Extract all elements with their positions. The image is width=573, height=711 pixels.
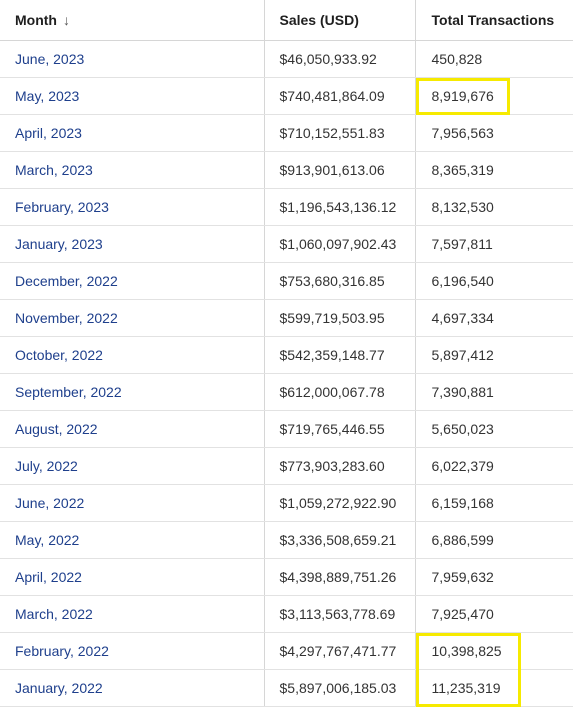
transactions-cell: 8,919,676 — [414, 77, 573, 115]
sales-cell: $1,059,272,922.90 — [263, 484, 415, 522]
table-row: February, 2023 $1,196,543,136.12 8,132,530 — [0, 188, 573, 226]
transactions-cell: 6,196,540 — [414, 262, 573, 300]
table-row: April, 2022 $4,398,889,751.26 7,959,632 — [0, 558, 573, 596]
transactions-cell: 6,886,599 — [414, 521, 573, 559]
month-cell: May, 2022 — [0, 521, 264, 559]
table-row: January, 2022 $5,897,006,185.03 11,235,319 — [0, 669, 573, 707]
sales-cell: $4,398,889,751.26 — [263, 558, 415, 596]
column-header-month-label: Month — [15, 12, 57, 28]
transactions-cell: 5,650,023 — [414, 410, 573, 448]
transactions-cell: 7,390,881 — [414, 373, 573, 411]
transactions-cell: 7,956,563 — [414, 114, 573, 152]
table-row: August, 2022 $719,765,446.55 5,650,023 — [0, 410, 573, 448]
sales-cell: $1,060,097,902.43 — [263, 225, 415, 263]
month-cell: August, 2022 — [0, 410, 264, 448]
month-cell: June, 2023 — [0, 40, 264, 78]
sales-cell: $599,719,503.95 — [263, 299, 415, 337]
table-row: November, 2022 $599,719,503.95 4,697,334 — [0, 299, 573, 337]
sales-cell: $3,336,508,659.21 — [263, 521, 415, 559]
transactions-cell: 7,925,470 — [414, 595, 573, 633]
sales-cell: $4,297,767,471.77 — [263, 632, 415, 670]
month-cell: January, 2023 — [0, 225, 264, 263]
column-header-transactions[interactable]: Total Transactions — [414, 0, 573, 41]
table-row: May, 2022 $3,336,508,659.21 6,886,599 — [0, 521, 573, 559]
transactions-cell: 5,897,412 — [414, 336, 573, 374]
month-cell: February, 2023 — [0, 188, 264, 226]
month-cell: December, 2022 — [0, 262, 264, 300]
sales-cell: $753,680,316.85 — [263, 262, 415, 300]
transactions-cell: 7,597,811 — [414, 225, 573, 263]
table-row: December, 2022 $753,680,316.85 6,196,540 — [0, 262, 573, 300]
sales-cell: $1,196,543,136.12 — [263, 188, 415, 226]
sales-cell: $710,152,551.83 — [263, 114, 415, 152]
month-cell: September, 2022 — [0, 373, 264, 411]
transactions-cell: 7,959,632 — [414, 558, 573, 596]
sales-cell: $542,359,148.77 — [263, 336, 415, 374]
table-row: March, 2023 $913,901,613.06 8,365,319 — [0, 151, 573, 189]
table-row: June, 2023 $46,050,933.92 450,828 — [0, 40, 573, 78]
sort-arrow-down-icon[interactable]: ↓ — [62, 12, 70, 28]
month-cell: March, 2023 — [0, 151, 264, 189]
table-header-row: Month ↓ Sales (USD) Total Transactions — [0, 0, 573, 41]
table-row: March, 2022 $3,113,563,778.69 7,925,470 — [0, 595, 573, 633]
table-body: June, 2023 $46,050,933.92 450,828 May, 2023… — [0, 40, 573, 707]
transactions-cell: 8,365,319 — [414, 151, 573, 189]
sales-cell: $46,050,933.92 — [263, 40, 415, 78]
table-row: July, 2022 $773,903,283.60 6,022,379 — [0, 447, 573, 485]
month-cell: May, 2023 — [0, 77, 264, 115]
month-cell: March, 2022 — [0, 595, 264, 633]
sales-cell: $5,897,006,185.03 — [263, 669, 415, 707]
transactions-cell: 8,132,530 — [414, 188, 573, 226]
month-cell: January, 2022 — [0, 669, 264, 707]
month-cell: April, 2023 — [0, 114, 264, 152]
transactions-cell: 4,697,334 — [414, 299, 573, 337]
table-row: April, 2023 $710,152,551.83 7,956,563 — [0, 114, 573, 152]
transactions-cell: 450,828 — [414, 40, 573, 78]
table-row: September, 2022 $612,000,067.78 7,390,881 — [0, 373, 573, 411]
month-cell: November, 2022 — [0, 299, 264, 337]
transactions-cell: 6,159,168 — [414, 484, 573, 522]
month-cell: June, 2022 — [0, 484, 264, 522]
month-cell: October, 2022 — [0, 336, 264, 374]
column-header-month[interactable]: Month ↓ — [0, 0, 264, 41]
sales-cell: $773,903,283.60 — [263, 447, 415, 485]
sales-cell: $740,481,864.09 — [263, 77, 415, 115]
table-row: February, 2022 $4,297,767,471.77 10,398,82… — [0, 632, 573, 670]
month-cell: February, 2022 — [0, 632, 264, 670]
transactions-cell: 6,022,379 — [414, 447, 573, 485]
table-row: October, 2022 $542,359,148.77 5,897,412 — [0, 336, 573, 374]
transactions-cell: 11,235,319 — [414, 669, 573, 707]
sales-cell: $3,113,563,778.69 — [263, 595, 415, 633]
sales-cell: $612,000,067.78 — [263, 373, 415, 411]
table-row: May, 2023 $740,481,864.09 8,919,676 — [0, 77, 573, 115]
sales-cell: $719,765,446.55 — [263, 410, 415, 448]
table-row: June, 2022 $1,059,272,922.90 6,159,168 — [0, 484, 573, 522]
table-row: January, 2023 $1,060,097,902.43 7,597,811 — [0, 225, 573, 263]
month-cell: April, 2022 — [0, 558, 264, 596]
month-cell: July, 2022 — [0, 447, 264, 485]
transactions-cell: 10,398,825 — [414, 632, 573, 670]
column-header-sales[interactable]: Sales (USD) — [263, 0, 415, 41]
sales-cell: $913,901,613.06 — [263, 151, 415, 189]
